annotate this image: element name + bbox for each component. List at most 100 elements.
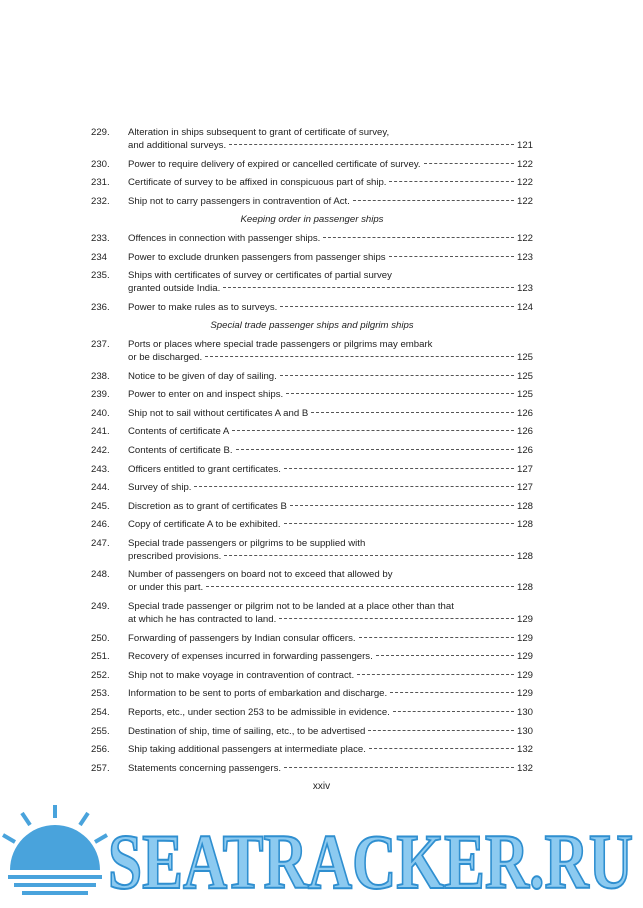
dot-leader bbox=[423, 162, 514, 164]
dot-leader bbox=[284, 766, 514, 768]
watermark-text: SEATRACKER.RU bbox=[108, 818, 633, 905]
entry-body: Contents of certificate A 126 bbox=[128, 425, 533, 438]
toc-entry: 257. Statements concerning passengers. 132 bbox=[91, 762, 533, 775]
toc-entry: 249. Special trade passenger or pilgrim n… bbox=[91, 600, 533, 626]
toc-entry: 252. Ship not to make voyage in contraven… bbox=[91, 669, 533, 682]
entry-body: Power to enter on and inspect ships. 125 bbox=[128, 388, 533, 401]
dot-leader bbox=[323, 236, 514, 238]
entry-text: Special trade passengers or pilgrims to … bbox=[128, 537, 366, 549]
entry-body: Destination of ship, time of sailing, et… bbox=[128, 725, 533, 738]
entry-text: Power to make rules as to surveys. bbox=[128, 301, 278, 313]
entry-text: Recovery of expenses incurred in forward… bbox=[128, 651, 373, 663]
page-ref: 128 bbox=[516, 582, 533, 594]
dot-leader bbox=[389, 181, 514, 183]
entry-body: Copy of certificate A to be exhibited. 12… bbox=[128, 518, 533, 531]
page-ref: 122 bbox=[516, 232, 533, 244]
dot-leader bbox=[392, 711, 514, 713]
dot-leader bbox=[279, 374, 514, 376]
entry-text: Reports, etc., under section 253 to be a… bbox=[128, 707, 390, 719]
page-ref: 121 bbox=[516, 140, 533, 151]
entry-last-line: Forwarding of passengers by Indian consu… bbox=[128, 632, 533, 645]
section-number: 254. bbox=[91, 707, 110, 719]
toc-entry: 251. Recovery of expenses incurred in for… bbox=[91, 650, 533, 663]
entry-body: Notice to be given of day of sailing. 125 bbox=[128, 370, 533, 383]
entry-text: Officers entitled to grant certificates. bbox=[128, 463, 281, 475]
page-ref: 122 bbox=[516, 158, 533, 170]
section-number: 247. bbox=[91, 537, 110, 549]
entry-last-line: Contents of certificate A 126 bbox=[128, 425, 533, 438]
toc-entry: 236. Power to make rules as to surveys. 12… bbox=[91, 301, 533, 314]
entry-body: Ships with certificates of survey or cer… bbox=[128, 269, 533, 295]
entry-text: or be discharged. bbox=[128, 351, 203, 363]
entry-last-line: Offences in connection with passenger sh… bbox=[128, 232, 533, 245]
dot-leader bbox=[194, 486, 514, 488]
toc-entry: 253. Information to be sent to ports of e… bbox=[91, 687, 533, 700]
dot-leader bbox=[223, 287, 514, 289]
page-ref: 130 bbox=[516, 707, 533, 719]
section-number: 232. bbox=[91, 195, 110, 207]
toc-entry: 237. Ports or places where special trade … bbox=[91, 338, 533, 364]
entry-text: Ship not to sail without certificates A … bbox=[128, 407, 309, 419]
page-ref: 125 bbox=[516, 389, 533, 401]
page-ref: 127 bbox=[516, 482, 533, 494]
dot-leader bbox=[283, 523, 514, 525]
table-of-contents: 229. Alteration in ships subsequent to gr… bbox=[91, 126, 533, 780]
dot-leader bbox=[358, 636, 514, 638]
entry-body: Offences in connection with passenger sh… bbox=[128, 232, 533, 245]
entry-text: Discretion as to grant of certificates B bbox=[128, 500, 287, 512]
section-number: 234 bbox=[91, 251, 108, 263]
entry-text: prescribed provisions. bbox=[128, 550, 222, 562]
entry-text: Power to enter on and inspect ships. bbox=[128, 389, 284, 401]
toc-entry: 247. Special trade passengers or pilgrims… bbox=[91, 537, 533, 563]
entry-last-line: Discretion as to grant of certificates B… bbox=[128, 500, 533, 513]
entry-last-line: and additional surveys. 121 bbox=[128, 139, 533, 152]
toc-entry: 229. Alteration in ships subsequent to gr… bbox=[91, 126, 533, 152]
dot-leader bbox=[286, 393, 514, 395]
toc-entry: 254. Reports, etc., under section 253 to … bbox=[91, 706, 533, 719]
page-ref: 130 bbox=[516, 725, 533, 737]
section-number: 243. bbox=[91, 463, 110, 475]
page-ref: 125 bbox=[516, 351, 533, 363]
toc-entry: 234 Power to exclude drunken passengers f… bbox=[91, 251, 533, 264]
entry-text: Forwarding of passengers by Indian consu… bbox=[128, 632, 356, 644]
sun-logo bbox=[1, 805, 109, 895]
entry-text: granted outside India. bbox=[128, 283, 221, 295]
page-ref: 129 bbox=[516, 688, 533, 700]
toc-entry: 244. Survey of ship. 127 bbox=[91, 481, 533, 494]
dot-leader bbox=[206, 586, 514, 588]
dot-leader bbox=[390, 692, 514, 694]
toc-entry: 256. Ship taking additional passengers at… bbox=[91, 743, 533, 756]
toc-entry: 242. Contents of certificate B. 126 bbox=[91, 444, 533, 457]
section-number: 235. bbox=[91, 270, 110, 282]
section-number: 255. bbox=[91, 725, 110, 737]
section-number: 238. bbox=[91, 370, 110, 382]
section-number: 229. bbox=[91, 127, 110, 138]
entry-last-line: Notice to be given of day of sailing. 125 bbox=[128, 370, 533, 383]
page-ref: 126 bbox=[516, 407, 533, 419]
entry-body: Ship not to sail without certificates A … bbox=[128, 407, 533, 420]
entry-last-line: Copy of certificate A to be exhibited. 12… bbox=[128, 518, 533, 531]
dot-leader bbox=[388, 255, 514, 257]
entry-body: Information to be sent to ports of embar… bbox=[128, 687, 533, 700]
entry-last-line: Power to enter on and inspect ships. 125 bbox=[128, 388, 533, 401]
dot-leader bbox=[232, 430, 514, 432]
section-number: 252. bbox=[91, 669, 110, 681]
page-ref: 127 bbox=[516, 463, 533, 475]
entry-text: Power to require delivery of expired or … bbox=[128, 158, 421, 170]
page-ref: 129 bbox=[516, 614, 533, 626]
toc-entry: 246. Copy of certificate A to be exhibite… bbox=[91, 518, 533, 531]
page-ref: 126 bbox=[516, 444, 533, 456]
entry-last-line: prescribed provisions. 128 bbox=[128, 550, 533, 563]
entry-text: Offences in connection with passenger sh… bbox=[128, 232, 321, 244]
section-number: 236. bbox=[91, 301, 110, 313]
entry-text: Information to be sent to ports of embar… bbox=[128, 688, 388, 700]
dot-leader bbox=[224, 554, 514, 556]
entry-text: Notice to be given of day of sailing. bbox=[128, 370, 277, 382]
entry-text: Power to exclude drunken passengers from… bbox=[128, 251, 386, 263]
section-number: 250. bbox=[91, 632, 110, 644]
toc-entry: 241. Contents of certificate A 126 bbox=[91, 425, 533, 438]
section-number: 241. bbox=[91, 426, 110, 438]
entry-last-line: Recovery of expenses incurred in forward… bbox=[128, 650, 533, 663]
entry-last-line: Certificate of survey to be affixed in c… bbox=[128, 176, 533, 189]
dot-leader bbox=[283, 467, 514, 469]
